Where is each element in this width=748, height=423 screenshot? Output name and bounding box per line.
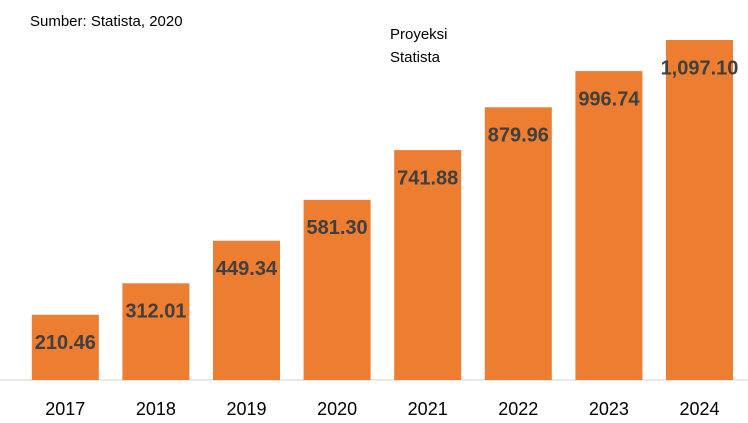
bar <box>213 240 280 380</box>
x-tick-label: 2021 <box>408 399 448 419</box>
x-tick-label: 2022 <box>498 399 538 419</box>
bar <box>31 314 99 380</box>
bar <box>575 71 643 381</box>
value-label: 741.88 <box>397 167 458 189</box>
x-tick-label: 2019 <box>226 399 266 419</box>
bar <box>666 40 733 380</box>
value-label: 996.74 <box>578 88 640 110</box>
x-tick-label: 2024 <box>679 399 719 419</box>
source-note: Sumber: Statista, 2020 <box>30 13 183 30</box>
value-label: 1,097.10 <box>661 57 739 79</box>
x-tick-label: 2017 <box>45 399 85 419</box>
bar <box>122 283 190 380</box>
projection-note: Proyeksi <box>390 26 448 43</box>
bar <box>484 107 552 381</box>
x-tick-label: 2018 <box>136 399 176 419</box>
bar <box>394 150 462 380</box>
projection-note: Statista <box>390 49 441 66</box>
x-tick-label: 2023 <box>589 399 629 419</box>
bar <box>303 199 371 380</box>
x-tick-label: 2020 <box>317 399 357 419</box>
value-label: 449.34 <box>216 258 278 280</box>
value-label: 581.30 <box>307 217 368 239</box>
value-label: 312.01 <box>125 301 186 323</box>
value-label: 210.46 <box>35 332 96 354</box>
value-label: 879.96 <box>488 125 549 147</box>
